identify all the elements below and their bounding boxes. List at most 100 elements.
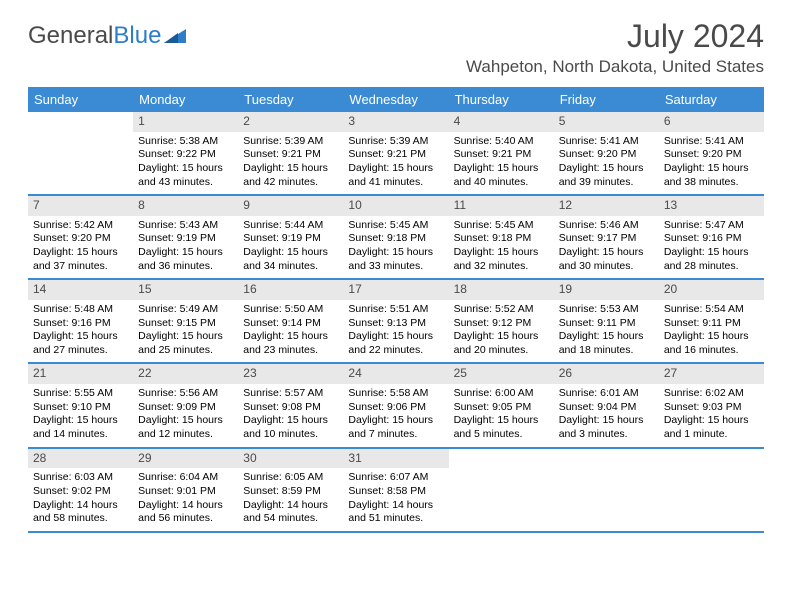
sunrise-text: Sunrise: 5:50 AM (243, 303, 338, 317)
day-cell: 6Sunrise: 5:41 AMSunset: 9:20 PMDaylight… (659, 112, 764, 194)
day-number: 14 (28, 280, 133, 300)
day-cell: 9Sunrise: 5:44 AMSunset: 9:19 PMDaylight… (238, 196, 343, 278)
sunset-text: Sunset: 9:20 PM (33, 232, 128, 246)
sunset-text: Sunset: 9:16 PM (33, 317, 128, 331)
day-details: Sunrise: 6:02 AMSunset: 9:03 PMDaylight:… (659, 384, 764, 447)
day-cell: 23Sunrise: 5:57 AMSunset: 9:08 PMDayligh… (238, 364, 343, 446)
sunset-text: Sunset: 9:17 PM (559, 232, 654, 246)
sunset-text: Sunset: 9:21 PM (243, 148, 338, 162)
day-header-sun: Sunday (28, 87, 133, 112)
day-details: Sunrise: 5:49 AMSunset: 9:15 PMDaylight:… (133, 300, 238, 363)
day-cell: 15Sunrise: 5:49 AMSunset: 9:15 PMDayligh… (133, 280, 238, 362)
daylight-text: Daylight: 15 hours and 40 minutes. (454, 162, 549, 189)
day-number: 6 (659, 112, 764, 132)
day-cell: 14Sunrise: 5:48 AMSunset: 9:16 PMDayligh… (28, 280, 133, 362)
day-details: Sunrise: 5:48 AMSunset: 9:16 PMDaylight:… (28, 300, 133, 363)
day-number: 19 (554, 280, 659, 300)
sunrise-text: Sunrise: 6:07 AM (348, 471, 443, 485)
day-number: 29 (133, 449, 238, 469)
title-block: July 2024 Wahpeton, North Dakota, United… (466, 18, 764, 77)
daylight-text: Daylight: 15 hours and 12 minutes. (138, 414, 233, 441)
week-row: 14Sunrise: 5:48 AMSunset: 9:16 PMDayligh… (28, 280, 764, 364)
sunrise-text: Sunrise: 5:39 AM (243, 135, 338, 149)
sunset-text: Sunset: 9:12 PM (454, 317, 549, 331)
day-cell: 18Sunrise: 5:52 AMSunset: 9:12 PMDayligh… (449, 280, 554, 362)
sunset-text: Sunset: 9:16 PM (664, 232, 759, 246)
sunset-text: Sunset: 9:11 PM (664, 317, 759, 331)
day-number: 13 (659, 196, 764, 216)
day-cell: 19Sunrise: 5:53 AMSunset: 9:11 PMDayligh… (554, 280, 659, 362)
sunrise-text: Sunrise: 5:54 AM (664, 303, 759, 317)
sunrise-text: Sunrise: 5:45 AM (348, 219, 443, 233)
day-cell: 7Sunrise: 5:42 AMSunset: 9:20 PMDaylight… (28, 196, 133, 278)
sunrise-text: Sunrise: 5:51 AM (348, 303, 443, 317)
sunset-text: Sunset: 9:11 PM (559, 317, 654, 331)
week-row: 21Sunrise: 5:55 AMSunset: 9:10 PMDayligh… (28, 364, 764, 448)
day-details: Sunrise: 5:53 AMSunset: 9:11 PMDaylight:… (554, 300, 659, 363)
daylight-text: Daylight: 14 hours and 54 minutes. (243, 499, 338, 526)
sunset-text: Sunset: 9:05 PM (454, 401, 549, 415)
sunrise-text: Sunrise: 5:49 AM (138, 303, 233, 317)
day-cell: 24Sunrise: 5:58 AMSunset: 9:06 PMDayligh… (343, 364, 448, 446)
day-cell (554, 449, 659, 531)
day-details: Sunrise: 5:40 AMSunset: 9:21 PMDaylight:… (449, 132, 554, 195)
daylight-text: Daylight: 15 hours and 34 minutes. (243, 246, 338, 273)
daylight-text: Daylight: 15 hours and 27 minutes. (33, 330, 128, 357)
sunrise-text: Sunrise: 6:05 AM (243, 471, 338, 485)
day-number: 3 (343, 112, 448, 132)
sunrise-text: Sunrise: 5:44 AM (243, 219, 338, 233)
location-text: Wahpeton, North Dakota, United States (466, 57, 764, 77)
day-number: 11 (449, 196, 554, 216)
sunset-text: Sunset: 9:15 PM (138, 317, 233, 331)
day-cell: 21Sunrise: 5:55 AMSunset: 9:10 PMDayligh… (28, 364, 133, 446)
day-cell: 20Sunrise: 5:54 AMSunset: 9:11 PMDayligh… (659, 280, 764, 362)
week-row: 28Sunrise: 6:03 AMSunset: 9:02 PMDayligh… (28, 449, 764, 533)
daylight-text: Daylight: 15 hours and 39 minutes. (559, 162, 654, 189)
weeks-container: 1Sunrise: 5:38 AMSunset: 9:22 PMDaylight… (28, 112, 764, 533)
day-number: 10 (343, 196, 448, 216)
week-row: 1Sunrise: 5:38 AMSunset: 9:22 PMDaylight… (28, 112, 764, 196)
day-number: 26 (554, 364, 659, 384)
day-cell (28, 112, 133, 194)
day-number: 5 (554, 112, 659, 132)
day-details: Sunrise: 6:04 AMSunset: 9:01 PMDaylight:… (133, 468, 238, 531)
daylight-text: Daylight: 14 hours and 56 minutes. (138, 499, 233, 526)
day-details: Sunrise: 6:00 AMSunset: 9:05 PMDaylight:… (449, 384, 554, 447)
day-details: Sunrise: 5:51 AMSunset: 9:13 PMDaylight:… (343, 300, 448, 363)
day-number: 9 (238, 196, 343, 216)
logo-text-general: General (28, 22, 113, 50)
day-number: 25 (449, 364, 554, 384)
sunrise-text: Sunrise: 5:53 AM (559, 303, 654, 317)
day-cell: 28Sunrise: 6:03 AMSunset: 9:02 PMDayligh… (28, 449, 133, 531)
daylight-text: Daylight: 15 hours and 30 minutes. (559, 246, 654, 273)
daylight-text: Daylight: 15 hours and 20 minutes. (454, 330, 549, 357)
day-details: Sunrise: 6:01 AMSunset: 9:04 PMDaylight:… (554, 384, 659, 447)
sunset-text: Sunset: 9:01 PM (138, 485, 233, 499)
sunrise-text: Sunrise: 5:46 AM (559, 219, 654, 233)
day-number: 1 (133, 112, 238, 132)
day-cell: 3Sunrise: 5:39 AMSunset: 9:21 PMDaylight… (343, 112, 448, 194)
day-number: 15 (133, 280, 238, 300)
sunrise-text: Sunrise: 6:03 AM (33, 471, 128, 485)
day-details: Sunrise: 6:05 AMSunset: 8:59 PMDaylight:… (238, 468, 343, 531)
daylight-text: Daylight: 15 hours and 18 minutes. (559, 330, 654, 357)
day-number: 31 (343, 449, 448, 469)
day-details: Sunrise: 5:50 AMSunset: 9:14 PMDaylight:… (238, 300, 343, 363)
daylight-text: Daylight: 15 hours and 16 minutes. (664, 330, 759, 357)
day-header-fri: Friday (554, 87, 659, 112)
sunset-text: Sunset: 9:08 PM (243, 401, 338, 415)
sunrise-text: Sunrise: 5:43 AM (138, 219, 233, 233)
day-details: Sunrise: 5:39 AMSunset: 9:21 PMDaylight:… (238, 132, 343, 195)
day-cell: 12Sunrise: 5:46 AMSunset: 9:17 PMDayligh… (554, 196, 659, 278)
sunrise-text: Sunrise: 5:55 AM (33, 387, 128, 401)
day-number: 27 (659, 364, 764, 384)
day-details: Sunrise: 5:45 AMSunset: 9:18 PMDaylight:… (343, 216, 448, 279)
day-cell: 5Sunrise: 5:41 AMSunset: 9:20 PMDaylight… (554, 112, 659, 194)
daylight-text: Daylight: 15 hours and 23 minutes. (243, 330, 338, 357)
day-details: Sunrise: 5:38 AMSunset: 9:22 PMDaylight:… (133, 132, 238, 195)
day-header-wed: Wednesday (343, 87, 448, 112)
month-title: July 2024 (466, 18, 764, 55)
sunset-text: Sunset: 9:03 PM (664, 401, 759, 415)
day-header-tue: Tuesday (238, 87, 343, 112)
day-details: Sunrise: 5:56 AMSunset: 9:09 PMDaylight:… (133, 384, 238, 447)
